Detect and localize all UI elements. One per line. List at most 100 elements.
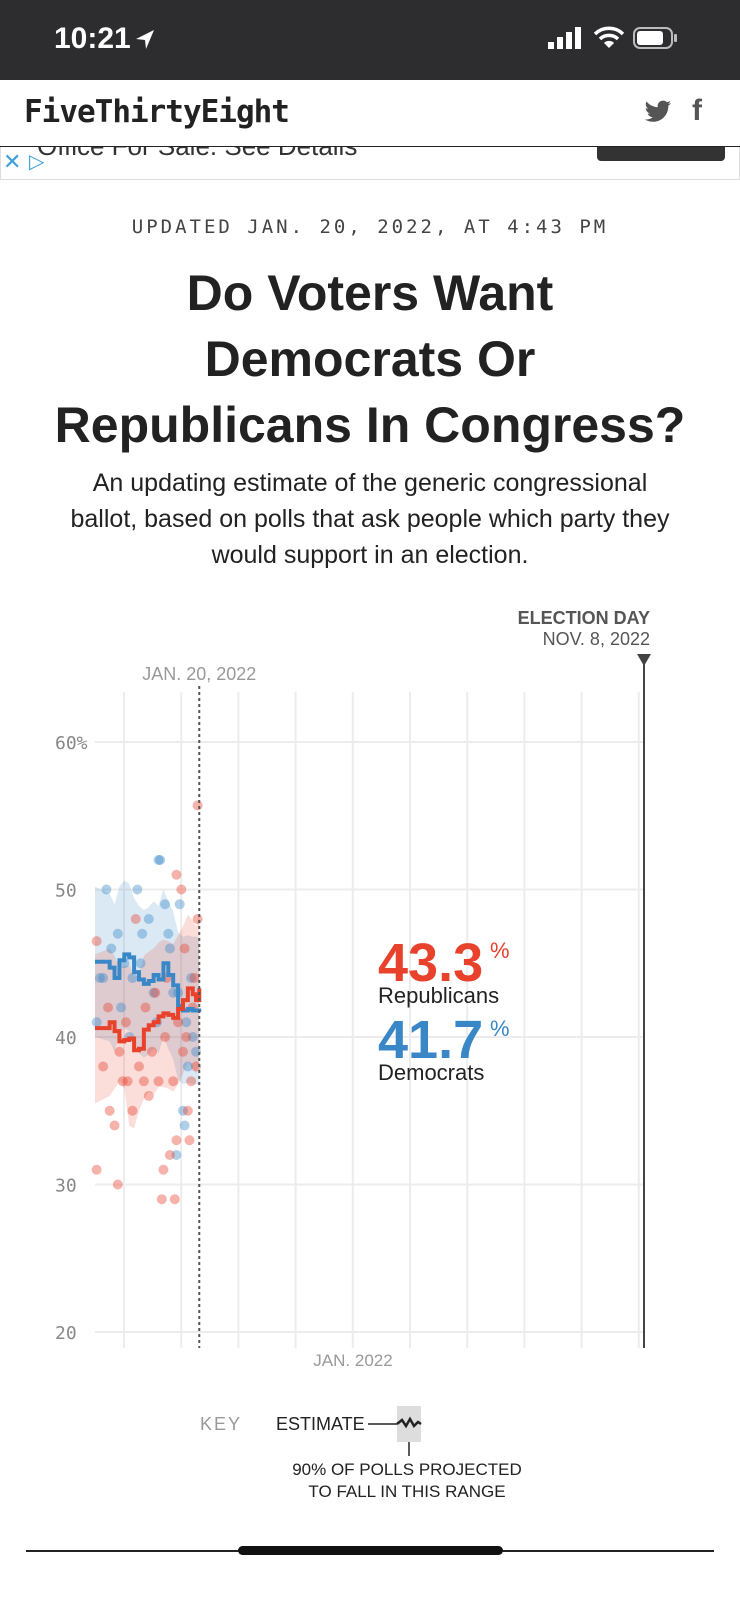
- key-label: KEY: [200, 1414, 242, 1434]
- dek-line: An updating estimate of the generic cong…: [92, 469, 648, 497]
- democrat-poll-dot: [91, 1017, 102, 1028]
- republican-poll-dot: [127, 1105, 138, 1116]
- site-header: FiveThirtyEight f: [0, 80, 740, 148]
- y-tick-label: 30: [55, 1176, 77, 1197]
- republican-poll-dot: [189, 973, 200, 983]
- republican-poll-dot: [117, 1076, 128, 1087]
- generic-ballot-chart[interactable]: 60% 50 40 30 20 JAN. 20, 2022 ELECTION DAY N…: [0, 600, 740, 1520]
- democrat-poll-dot: [164, 943, 175, 954]
- democrat-poll-dot: [177, 1105, 188, 1116]
- republican-poll-dot: [91, 1164, 102, 1175]
- democrat-poll-dot: [163, 928, 174, 939]
- republican-poll-dot: [122, 1076, 133, 1087]
- republican-poll-dot: [168, 1076, 179, 1087]
- republican-poll-dot: [164, 1150, 175, 1160]
- democrat-poll-dot: [186, 973, 197, 983]
- y-tick-label: 60%: [55, 733, 88, 754]
- headline-line: Do Voters Want: [186, 265, 554, 321]
- twitter-icon[interactable]: [644, 100, 672, 124]
- republican-poll-dot: [114, 1046, 125, 1057]
- election-day-arrow-icon: [637, 654, 651, 666]
- republican-poll-dot: [104, 1105, 115, 1116]
- headline-line: Republicans In Congress?: [54, 397, 686, 453]
- democrat-poll-dot: [182, 1061, 193, 1072]
- republican-poll-dot: [138, 1076, 149, 1087]
- x-axis-label: JAN. 2022: [313, 1351, 392, 1370]
- republican-poll-dot: [171, 1135, 182, 1146]
- democrat-poll-dot: [174, 899, 185, 910]
- democrat-poll-dot: [148, 987, 159, 998]
- dek-line: would support in an election.: [211, 541, 529, 569]
- democrat-poll-dot: [181, 1017, 192, 1028]
- battery-icon: [633, 27, 677, 49]
- democrat-poll-dot: [143, 914, 154, 924]
- chart-grid: [95, 692, 644, 1348]
- today-label: JAN. 20, 2022: [142, 664, 256, 684]
- ad-choices-icon[interactable]: ▷: [29, 151, 45, 173]
- republican-poll-dot: [153, 1076, 164, 1087]
- y-axis: 60% 50 40 30 20: [55, 733, 88, 1344]
- status-time: 10:21: [54, 22, 131, 55]
- democrat-poll-dot: [132, 884, 143, 895]
- republican-poll-dot: [171, 869, 182, 880]
- republican-poll-dot: [133, 1061, 144, 1072]
- republican-poll-dot: [179, 943, 190, 954]
- updated-timestamp: UPDATED JAN. 20, 2022, AT 4:43 PM: [131, 216, 609, 238]
- facebook-icon[interactable]: f: [692, 94, 702, 127]
- democrat-poll-dot: [127, 973, 138, 983]
- democrat-poll-dot: [112, 928, 123, 939]
- republican-poll-dot: [98, 1061, 109, 1072]
- republican-poll-dot: [112, 1179, 123, 1190]
- republican-poll-dot: [177, 1046, 188, 1057]
- republican-poll-dot: [160, 1032, 171, 1042]
- election-day-date: NOV. 8, 2022: [543, 629, 650, 649]
- key-estimate-label: ESTIMATE: [276, 1414, 365, 1434]
- democrat-value: 41.7: [378, 1010, 483, 1070]
- estimate-lines: [95, 952, 202, 1053]
- ad-button[interactable]: [597, 147, 725, 161]
- republican-label: Republicans: [378, 983, 499, 1008]
- republican-poll-dot: [143, 1091, 154, 1101]
- site-logo[interactable]: FiveThirtyEight: [24, 94, 290, 130]
- republican-poll-dot: [182, 1105, 193, 1116]
- headline-line: Democrats Or: [204, 331, 536, 387]
- democrat-poll-dot: [168, 987, 179, 998]
- democrat-poll-dot: [101, 884, 112, 895]
- ad-close-icon[interactable]: ✕: [3, 149, 22, 174]
- democrat-poll-dot: [116, 1002, 127, 1013]
- republican-value: 43.3: [378, 933, 483, 993]
- home-indicator: [238, 1546, 503, 1555]
- democrat-poll-dot: [160, 899, 171, 910]
- election-day-label: ELECTION DAY: [518, 608, 650, 628]
- y-tick-label: 50: [55, 881, 77, 902]
- republican-poll-dot: [192, 800, 203, 811]
- republican-poll-dot: [158, 1164, 169, 1175]
- key-estimate-line: [396, 1416, 422, 1429]
- democrat-pct: %: [490, 1016, 510, 1041]
- ad-text[interactable]: Office For Sale. See Details: [37, 147, 357, 162]
- dek-line: ballot, based on polls that ask people w…: [70, 505, 670, 533]
- democrat-poll-dot: [179, 1120, 190, 1131]
- key-range-label: 90% OF POLLS PROJECTED: [292, 1460, 522, 1479]
- democrat-label: Democrats: [378, 1060, 484, 1085]
- democrat-poll-dot: [98, 973, 109, 983]
- republican-poll-dot: [186, 1076, 197, 1087]
- republican-poll-dot: [156, 1194, 167, 1205]
- democrat-poll-dot: [135, 958, 146, 969]
- republican-line: [95, 986, 202, 1053]
- republican-poll-dot: [192, 914, 203, 924]
- chart-key: KEY ESTIMATE 90% OF POLLS PROJECTED TO F…: [200, 1406, 522, 1501]
- wifi-icon: [593, 26, 625, 48]
- y-tick-label: 20: [55, 1323, 77, 1344]
- republican-poll-dot: [176, 884, 187, 895]
- democrat-poll-dot: [171, 1150, 182, 1160]
- republican-poll-dot: [130, 914, 141, 924]
- ad-banner[interactable]: Office For Sale. See Details ✕ ▷: [0, 147, 740, 180]
- republican-poll-dot: [140, 1002, 151, 1013]
- headline: Do Voters Want Democrats Or Republicans …: [20, 260, 720, 458]
- democrat-poll-dot: [137, 928, 148, 939]
- democrat-line: [95, 952, 202, 1013]
- republican-poll-dot: [120, 1017, 131, 1028]
- republican-poll-dot: [150, 987, 161, 998]
- republican-poll-dot: [181, 1032, 192, 1042]
